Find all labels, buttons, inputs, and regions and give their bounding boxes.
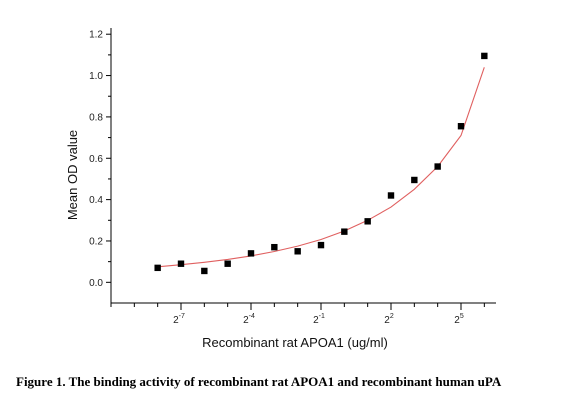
data-point (294, 248, 301, 255)
fit-curve (157, 67, 485, 268)
y-tick-label: 0.4 (89, 195, 103, 206)
y-tick-label: 0.6 (89, 154, 103, 165)
y-axis-title: Mean OD value (65, 130, 80, 220)
data-point (341, 228, 348, 235)
chart: 0.0 0.2 0.4 0.6 0.8 1.0 1.2 2-7 2-4 2-1 22 25 Mean … (65, 28, 496, 350)
y-tick-label: 1.0 (89, 71, 103, 82)
y-tick-label: 1.2 (89, 30, 103, 41)
data-point (457, 123, 465, 130)
figure-caption: Figure 1. The binding activity of recomb… (16, 374, 502, 389)
data-point (224, 260, 231, 267)
x-tick-label: 2-1 (313, 313, 325, 326)
axes (106, 28, 496, 310)
y-tick-label: 0.8 (89, 112, 103, 123)
data-point (387, 192, 395, 199)
data-point (247, 250, 255, 257)
x-tick-label: 2-7 (173, 313, 185, 326)
x-axis-title: Recombinant rat APOA1 (ug/ml) (202, 335, 388, 350)
data-point (201, 267, 208, 275)
data-point (411, 176, 418, 184)
y-tick-label: 0.2 (89, 236, 103, 247)
data-point (177, 260, 185, 267)
data-point (481, 52, 488, 60)
data-point (434, 163, 441, 170)
data-points-layer (154, 52, 488, 275)
x-tick-label: 25 (454, 313, 464, 326)
data-point (154, 264, 161, 272)
y-tick-label: 0.0 (89, 278, 103, 289)
data-point (364, 218, 371, 225)
data-point (271, 243, 278, 251)
x-tick-label: 2-4 (243, 313, 255, 326)
fit-curve-layer (157, 67, 485, 268)
data-point (317, 241, 325, 249)
x-tick-label: 22 (384, 313, 394, 326)
tick-labels-layer: 0.0 0.2 0.4 0.6 0.8 1.0 1.2 2-7 2-4 2-1 22 25 (89, 30, 464, 326)
